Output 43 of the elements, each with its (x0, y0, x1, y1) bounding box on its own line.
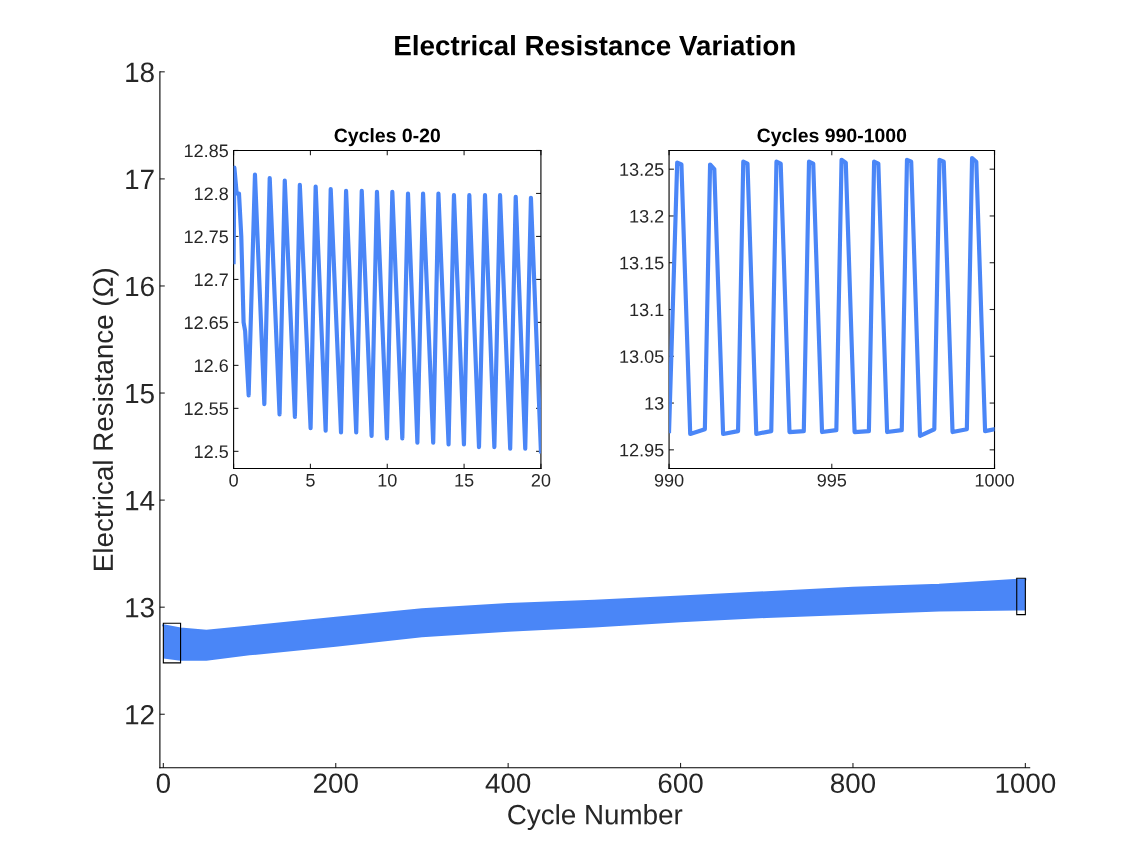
chart-title: Cycles 990-1000 (757, 128, 907, 147)
x-tick-label: 600 (658, 773, 703, 794)
x-tick-label: 15 (455, 474, 474, 487)
chart-title: Cycles 0-20 (334, 128, 440, 147)
chart-title: Electrical Resistance Variation (395, 35, 795, 56)
y-tick-label: 12.6 (194, 359, 228, 373)
y-tick-label: 13.2 (630, 209, 664, 223)
y-tick-label: 13.05 (620, 350, 664, 363)
x-tick-label: 20 (531, 473, 551, 487)
y-tick-label: 13.1 (630, 303, 664, 317)
x-tick-label: 990 (654, 473, 684, 487)
y-tick-label: 12.55 (184, 402, 228, 416)
y-tick-label: 13 (126, 597, 154, 618)
y-tick-label: 14 (126, 491, 155, 511)
x-tick-label: 10 (378, 473, 397, 487)
x-tick-label: 1000 (975, 473, 1014, 487)
y-tick-label: 12.7 (194, 273, 228, 286)
y-tick-label: 12 (126, 704, 154, 725)
y-tick-label: 13.15 (620, 256, 664, 270)
y-tick-label: 13 (645, 396, 664, 410)
x-tick-label: 800 (830, 773, 876, 794)
y-tick-label: 17 (126, 169, 154, 189)
x-tick-label: 5 (306, 474, 315, 487)
y-tick-label: 13.25 (620, 163, 664, 176)
x-tick-label: 0 (156, 773, 170, 794)
x-tick-label: 400 (485, 773, 531, 794)
y-tick-label: 12.65 (184, 316, 228, 330)
x-tick-label: 1000 (996, 773, 1056, 794)
y-tick-label: 12.8 (194, 187, 228, 201)
y-tick-label: 12.5 (194, 445, 228, 459)
line-series (233, 165, 541, 454)
y-tick-label: 12.75 (184, 230, 228, 244)
x-axis-title: Cycle Number (508, 804, 683, 830)
y-axis-title: Electrical Resistance (Ω) (92, 269, 119, 570)
x-tick-label: 0 (229, 473, 238, 487)
x-tick-label: 200 (313, 773, 358, 794)
line-series (669, 155, 995, 438)
y-tick-label: 15 (126, 383, 154, 404)
y-tick-label: 18 (126, 62, 154, 83)
y-tick-label: 16 (126, 276, 154, 297)
x-tick-label: 995 (817, 473, 847, 487)
y-tick-label: 12.85 (184, 144, 228, 158)
y-tick-label: 12.95 (620, 443, 664, 457)
